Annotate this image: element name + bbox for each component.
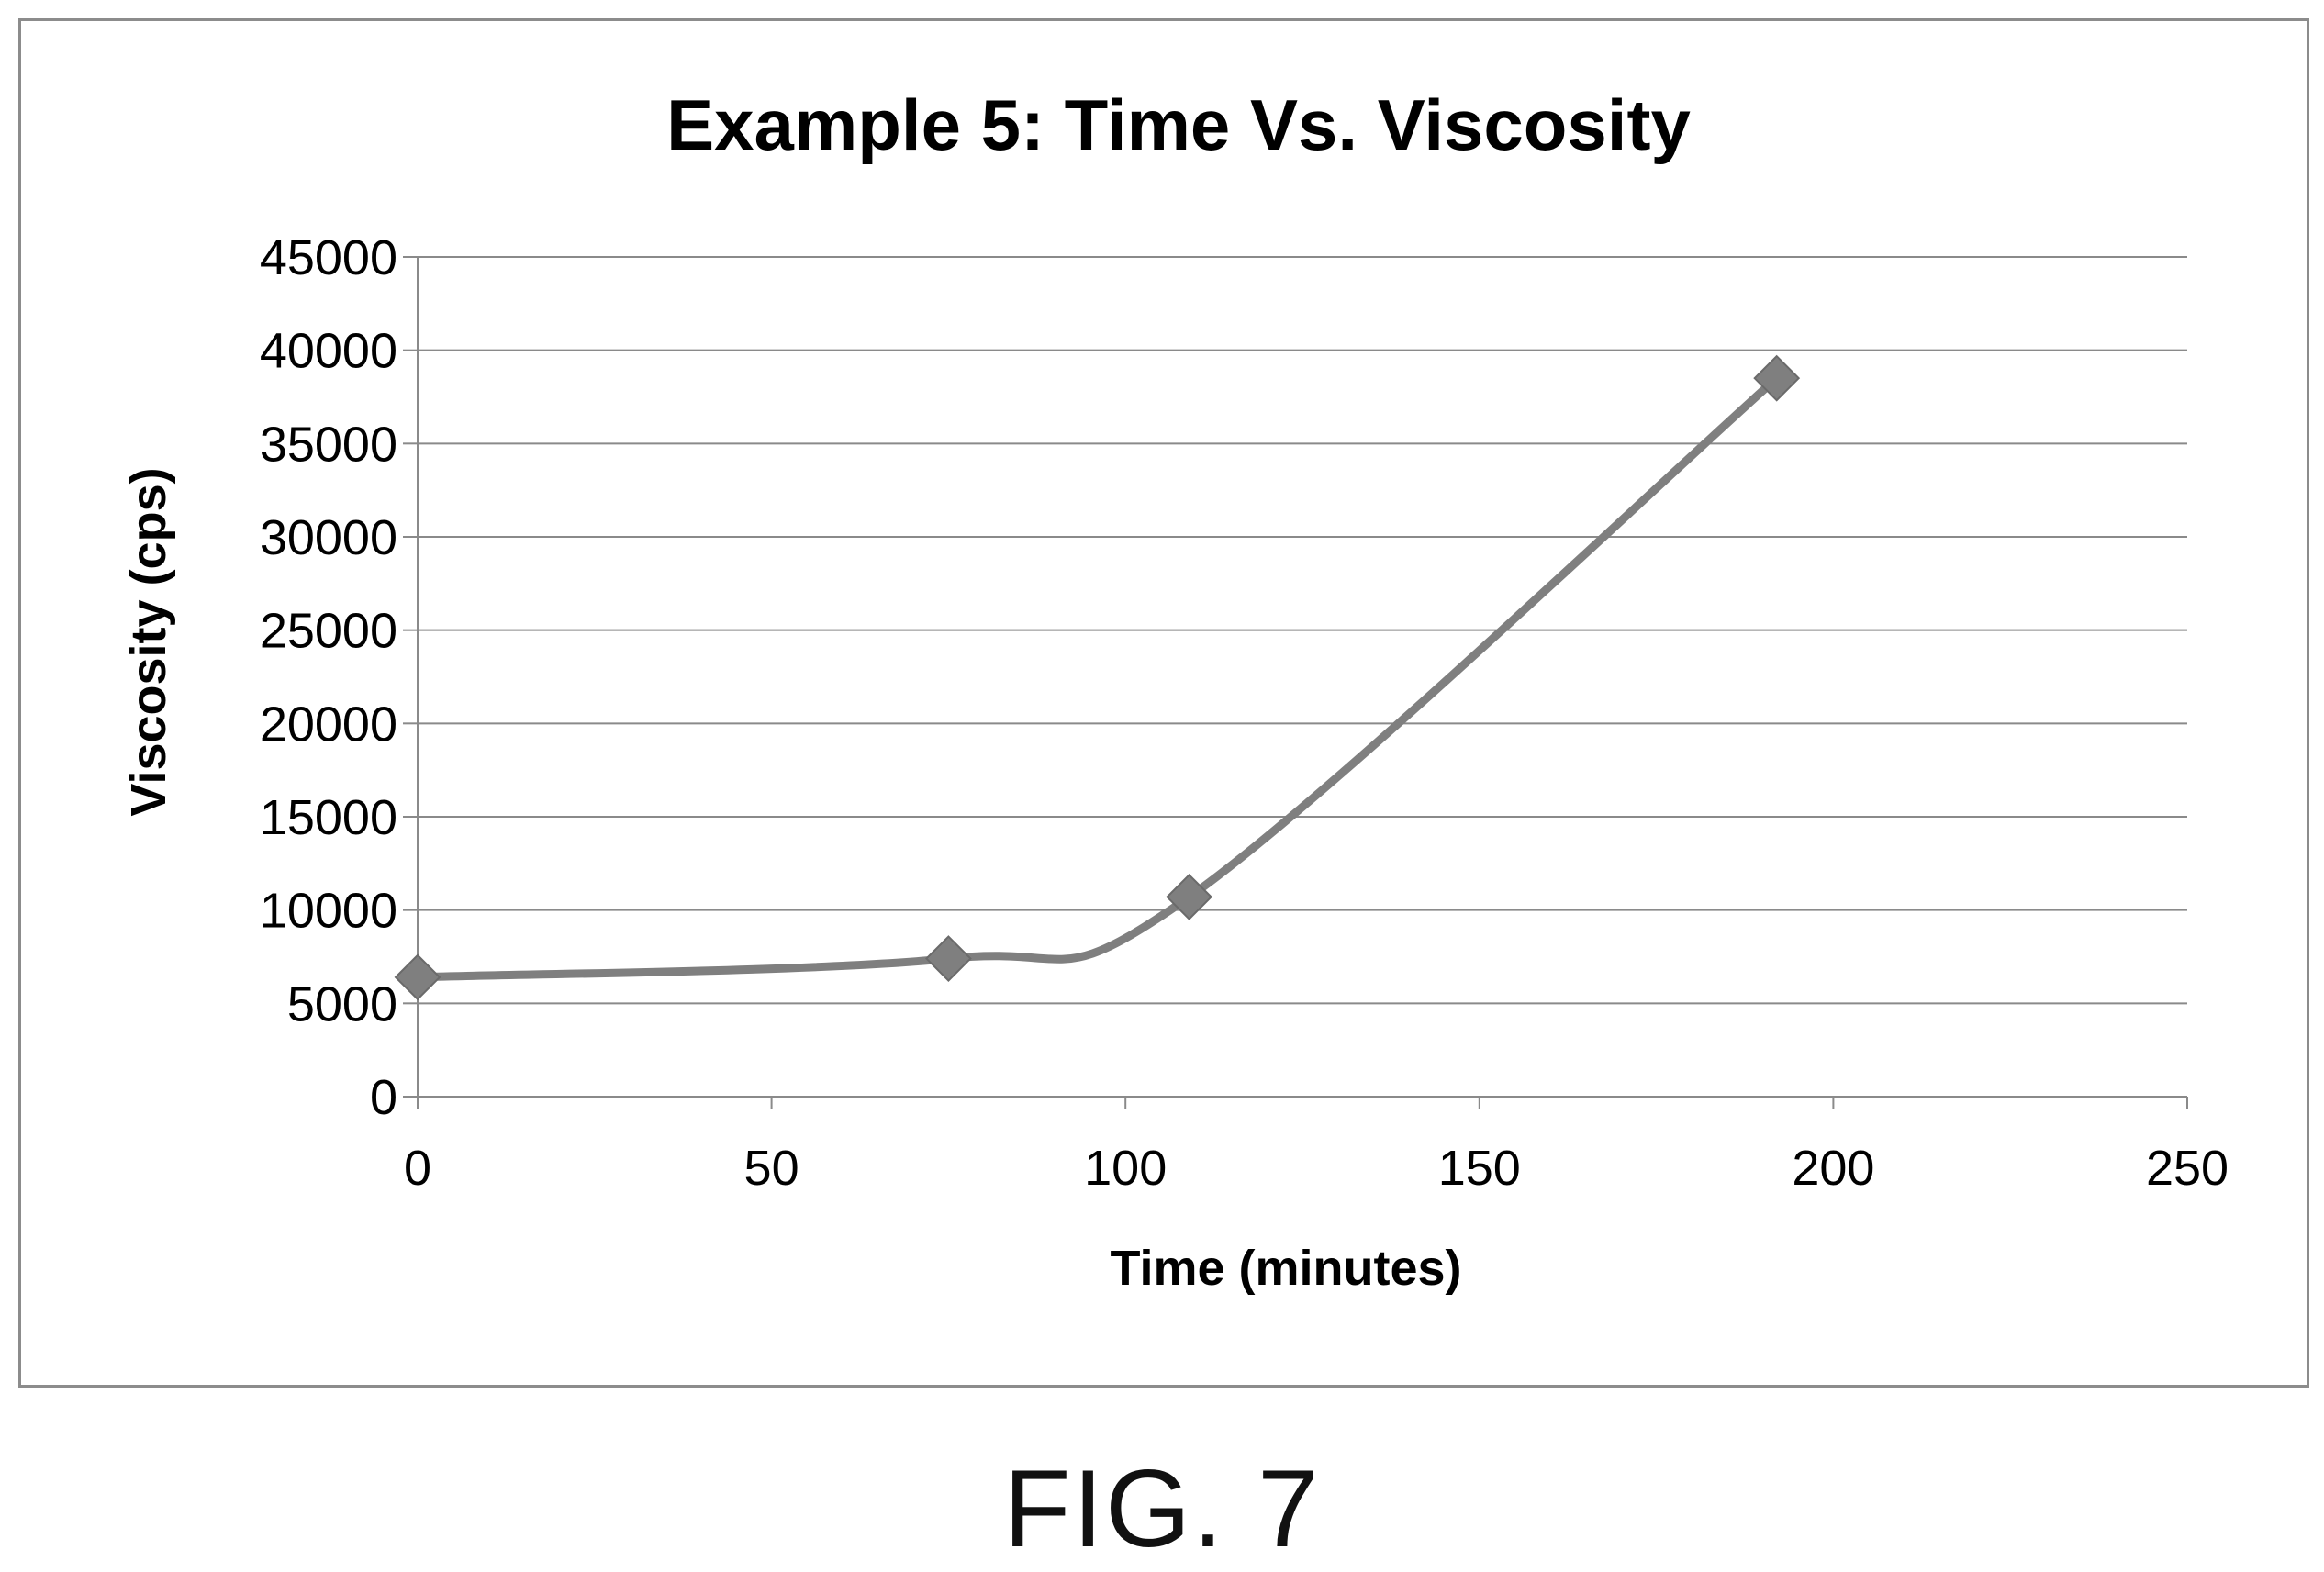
x-axis-title: Time (minutes) <box>1110 1241 1461 1296</box>
chart-title: Example 5: Time Vs. Viscosity <box>666 84 1691 165</box>
y-tick-label-35000: 35000 <box>260 417 397 472</box>
data-series <box>394 354 1801 1001</box>
x-tick-label-50: 50 <box>744 1141 799 1196</box>
data-point-1 <box>924 935 972 982</box>
y-axis-title: Viscosity (cps) <box>121 467 176 816</box>
y-tick-label-30000: 30000 <box>260 510 397 565</box>
x-tick-label-200: 200 <box>1792 1141 1874 1196</box>
data-point-0 <box>394 953 441 1001</box>
axes <box>403 256 2188 1109</box>
gridlines <box>418 256 2187 1005</box>
x-tick-label-100: 100 <box>1084 1141 1167 1196</box>
y-tick-label-40000: 40000 <box>260 324 397 379</box>
y-tick-label-10000: 10000 <box>260 884 397 939</box>
y-tick-label-25000: 25000 <box>260 604 397 659</box>
chart-svg: 0 5000 10000 15000 20000 25000 30000 35000 40000… <box>121 84 2229 1296</box>
y-tick-label-0: 0 <box>370 1070 397 1125</box>
figure-label: FIG. 7 <box>1003 1447 1321 1570</box>
series-line-0 <box>413 373 1782 982</box>
x-tick-label-0: 0 <box>404 1141 431 1196</box>
data-point-3 <box>1753 354 1801 402</box>
y-tick-label-20000: 20000 <box>260 697 397 752</box>
tick-labels: 0 5000 10000 15000 20000 25000 30000 35000 40000… <box>260 230 2229 1196</box>
y-tick-label-45000: 45000 <box>260 230 397 285</box>
data-point-2 <box>1166 874 1213 920</box>
y-tick-label-15000: 15000 <box>260 790 397 845</box>
chart-area: 0 5000 10000 15000 20000 25000 30000 35000 40000… <box>18 18 2309 1388</box>
y-tick-label-5000: 5000 <box>287 976 397 1031</box>
x-tick-label-250: 250 <box>2146 1141 2229 1196</box>
x-tick-label-150: 150 <box>1438 1141 1521 1196</box>
